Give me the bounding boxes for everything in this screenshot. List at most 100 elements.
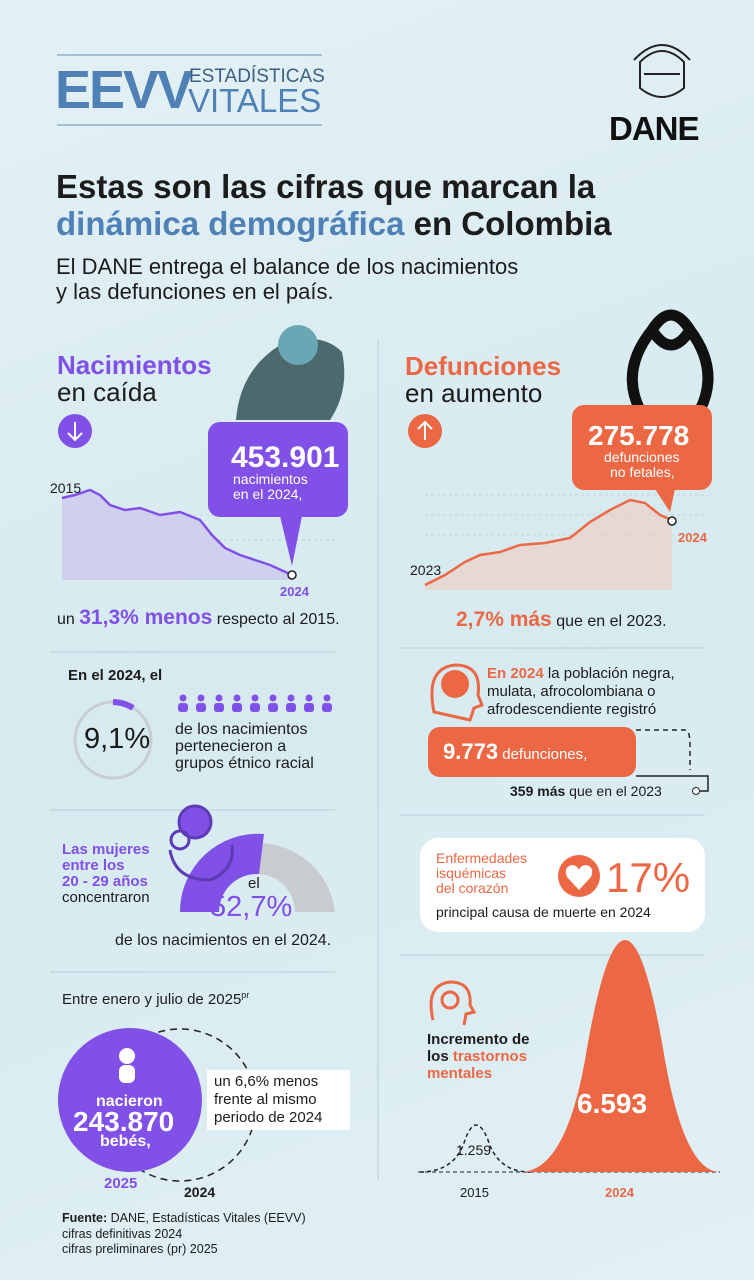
ethnic-intro: En el 2024, el <box>68 667 163 684</box>
afro-diff: 359 más que en el 2023 <box>510 784 662 798</box>
source-line: cifras definitivas 2024 <box>62 1227 183 1241</box>
org-name: DANE <box>609 110 700 147</box>
women-text: entre los <box>62 857 125 874</box>
down-arrow <box>67 422 83 442</box>
women-text: Las mujeres <box>62 841 150 858</box>
intro-sup: pr <box>241 990 250 1000</box>
baby-photo <box>236 325 345 420</box>
women-age: 20 - 29 años <box>62 873 148 890</box>
person <box>269 694 277 702</box>
person <box>215 694 223 702</box>
person <box>214 703 224 712</box>
heart-text: Enfermedades <box>436 850 528 866</box>
subtitle: El DANE entrega el balance de los nacimi… <box>56 254 519 279</box>
mourning-ribbon <box>626 309 714 416</box>
heart-text: del corazón <box>436 880 509 896</box>
value-after: 6.593 <box>577 1088 648 1119</box>
afro-text: mulata, afrocolombiana o <box>487 683 656 700</box>
source-text: DANE, Estadísticas Vitales (EEVV) <box>110 1211 306 1225</box>
period-note: frente al mismo <box>214 1091 317 1108</box>
person <box>251 694 259 702</box>
ethnic-text: grupos étnico racial <box>175 755 314 772</box>
person <box>250 703 260 712</box>
deaths-pill <box>428 727 636 777</box>
mental-prefix: los <box>427 1048 449 1065</box>
bracket <box>636 729 691 770</box>
person <box>232 703 242 712</box>
connector <box>636 775 709 792</box>
period-note: periodo de 2024 <box>214 1109 323 1126</box>
head-icon <box>430 663 484 722</box>
ring-arc <box>112 699 135 711</box>
births-change: un 31,3% menos respecto al 2015. <box>57 607 340 628</box>
deaths-caption: defunciones <box>604 449 680 465</box>
deaths-area <box>425 500 672 590</box>
births-line <box>61 488 293 577</box>
women-verb: concentraron <box>62 889 150 906</box>
change-suffix: respecto al 2015. <box>216 611 340 628</box>
births-value: 453.901 <box>231 441 340 474</box>
start-label: 2015 <box>50 480 82 496</box>
change-prefix: un <box>57 611 75 628</box>
ethnic-percent: 9,1% <box>84 723 151 755</box>
afro-label: defunciones, <box>502 746 588 763</box>
mental-highlight: mentales <box>427 1065 493 1082</box>
head-fill <box>441 670 469 698</box>
women-percent: 52,7% <box>210 891 293 923</box>
head-outline <box>430 663 484 722</box>
person <box>304 703 314 712</box>
source-label: Fuente: <box>62 1211 108 1225</box>
section-title: Nacimientos <box>57 350 212 380</box>
period-note: un 6,6% menos <box>214 1073 319 1090</box>
current-period-circle <box>58 1028 202 1172</box>
source-line: cifras preliminares (pr) 2025 <box>62 1242 218 1256</box>
headline-rest: en Colombia <box>413 205 612 242</box>
headline-line2: dinámica demográfica en Colombia <box>56 207 612 240</box>
intro-text: Entre enero y julio de 2025 <box>62 991 242 1008</box>
births-caption: en el 2024, <box>233 486 303 502</box>
person <box>233 694 241 702</box>
note-box <box>207 1070 350 1130</box>
up-arrow <box>417 420 433 440</box>
mental-text: los trastornos <box>427 1049 527 1064</box>
year-current: 2025 <box>104 1175 138 1192</box>
callout-pointer <box>280 516 302 566</box>
brain-icon <box>429 980 477 1026</box>
value-before: 1.259 <box>456 1142 492 1158</box>
person <box>197 694 205 702</box>
end-label: 2024 <box>678 530 707 545</box>
heart-percent: 17% <box>606 854 691 901</box>
deaths-line <box>424 498 673 587</box>
person <box>196 703 206 712</box>
end-point <box>667 516 677 526</box>
women-article: el <box>248 875 260 892</box>
end-label: 2024 <box>280 584 309 599</box>
logo-line2: VITALES <box>188 82 322 119</box>
connector-dot <box>692 787 700 795</box>
person <box>178 703 188 712</box>
icon-head <box>119 1048 135 1064</box>
head-outline <box>429 980 477 1026</box>
person <box>268 703 278 712</box>
women-caption: de los nacimientos en el 2024. <box>115 932 332 949</box>
afro-text: afrodescendiente registró <box>487 701 657 718</box>
diff-value: 359 más <box>510 783 566 799</box>
people-icons <box>178 694 332 712</box>
mother-icon <box>168 804 234 882</box>
mental-text: Incremento de <box>427 1031 530 1048</box>
ethnic-text: de los nacimientos <box>175 721 308 738</box>
small-curve <box>419 1124 531 1173</box>
baby-icon <box>119 1048 135 1083</box>
births-caption: nacimientos <box>233 471 308 487</box>
end-point <box>287 570 297 580</box>
births-area <box>62 490 292 580</box>
deaths-value: 275.778 <box>588 420 690 451</box>
callout-pointer <box>655 489 675 512</box>
icon-body <box>119 1065 135 1083</box>
person <box>322 703 332 712</box>
brain-swirl <box>440 990 460 1010</box>
deaths-chart <box>424 494 705 590</box>
headline-highlight: dinámica demográfica <box>56 205 405 242</box>
blanket <box>236 338 345 420</box>
